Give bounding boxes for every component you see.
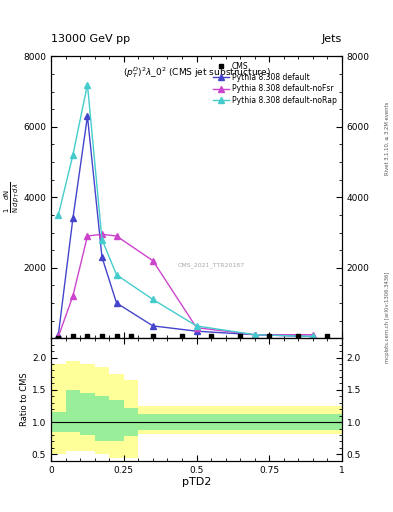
Text: Jets: Jets — [321, 33, 342, 44]
X-axis label: pTD2: pTD2 — [182, 477, 211, 487]
Pythia 8.308 default-noFsr — [85, 233, 90, 239]
Legend: CMS, Pythia 8.308 default, Pythia 8.308 default-noFsr, Pythia 8.308 default-noRa: CMS, Pythia 8.308 default, Pythia 8.308 … — [212, 60, 338, 106]
Pythia 8.308 default-noRap — [56, 212, 61, 218]
Pythia 8.308 default-noRap — [100, 237, 105, 243]
Line: CMS: CMS — [56, 334, 329, 340]
Pythia 8.308 default-noFsr — [100, 231, 105, 238]
CMS — [129, 333, 134, 339]
CMS — [296, 333, 301, 339]
Pythia 8.308 default-noRap — [85, 81, 90, 88]
Pythia 8.308 default — [252, 332, 257, 338]
Text: mcplots.cern.ch [arXiv:1306.3436]: mcplots.cern.ch [arXiv:1306.3436] — [385, 272, 390, 363]
Text: $(p_T^D)^2\lambda\_0^2$ (CMS jet substructure): $(p_T^D)^2\lambda\_0^2$ (CMS jet substru… — [123, 65, 270, 80]
Line: Pythia 8.308 default-noFsr: Pythia 8.308 default-noFsr — [55, 231, 316, 339]
Pythia 8.308 default — [151, 323, 155, 329]
Pythia 8.308 default — [310, 333, 315, 339]
Pythia 8.308 default — [56, 332, 61, 338]
Pythia 8.308 default-noFsr — [71, 293, 75, 299]
Line: Pythia 8.308 default-noRap: Pythia 8.308 default-noRap — [55, 82, 316, 339]
Text: CMS_2021_TTR20187: CMS_2021_TTR20187 — [178, 262, 244, 268]
Pythia 8.308 default-noRap — [151, 296, 155, 303]
CMS — [56, 335, 61, 342]
Pythia 8.308 default — [85, 113, 90, 119]
Text: Rivet 3.1.10, ≥ 3.2M events: Rivet 3.1.10, ≥ 3.2M events — [385, 101, 390, 175]
CMS — [100, 333, 105, 339]
Pythia 8.308 default-noFsr — [114, 233, 119, 239]
CMS — [85, 333, 90, 339]
Pythia 8.308 default-noRap — [71, 152, 75, 158]
Pythia 8.308 default-noFsr — [194, 325, 199, 331]
CMS — [209, 333, 213, 339]
Pythia 8.308 default — [100, 254, 105, 260]
CMS — [151, 333, 155, 339]
Pythia 8.308 default — [71, 216, 75, 222]
Text: 13000 GeV pp: 13000 GeV pp — [51, 33, 130, 44]
CMS — [267, 333, 272, 339]
Pythia 8.308 default — [114, 300, 119, 306]
Y-axis label: $\frac{1}{\mathrm{N}}\frac{d\mathrm{N}}{d\,p_T\,d\,\lambda}$: $\frac{1}{\mathrm{N}}\frac{d\mathrm{N}}{… — [2, 181, 22, 213]
Y-axis label: Ratio to CMS: Ratio to CMS — [20, 373, 29, 426]
CMS — [114, 333, 119, 339]
Pythia 8.308 default-noFsr — [151, 258, 155, 264]
Pythia 8.308 default-noFsr — [56, 333, 61, 339]
Pythia 8.308 default-noFsr — [310, 332, 315, 338]
CMS — [71, 333, 75, 339]
Pythia 8.308 default-noRap — [114, 272, 119, 278]
Line: Pythia 8.308 default: Pythia 8.308 default — [55, 114, 316, 339]
Pythia 8.308 default-noRap — [310, 333, 315, 339]
CMS — [238, 333, 242, 339]
Pythia 8.308 default-noFsr — [252, 332, 257, 338]
CMS — [180, 333, 184, 339]
Pythia 8.308 default — [194, 328, 199, 334]
Pythia 8.308 default-noRap — [194, 323, 199, 329]
Pythia 8.308 default-noRap — [252, 332, 257, 338]
CMS — [325, 333, 330, 339]
